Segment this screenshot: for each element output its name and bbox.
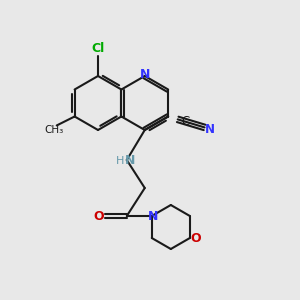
Text: O: O bbox=[190, 232, 201, 244]
Text: Cl: Cl bbox=[92, 41, 105, 55]
Text: N: N bbox=[140, 68, 150, 82]
Text: O: O bbox=[94, 209, 104, 223]
Text: CH₃: CH₃ bbox=[44, 125, 63, 135]
Text: N: N bbox=[124, 154, 135, 167]
Text: C: C bbox=[182, 115, 190, 128]
Text: H: H bbox=[116, 156, 124, 166]
Text: N: N bbox=[205, 123, 214, 136]
Text: N: N bbox=[148, 211, 158, 224]
